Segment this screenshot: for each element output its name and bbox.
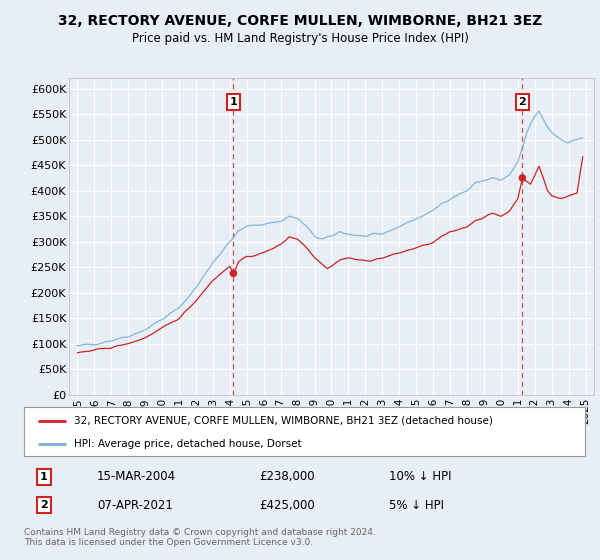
Point	[518, 174, 527, 183]
Text: Contains HM Land Registry data © Crown copyright and database right 2024.
This d: Contains HM Land Registry data © Crown c…	[24, 528, 376, 548]
Text: 32, RECTORY AVENUE, CORFE MULLEN, WIMBORNE, BH21 3EZ (detached house): 32, RECTORY AVENUE, CORFE MULLEN, WIMBOR…	[74, 416, 493, 426]
Text: 2: 2	[40, 500, 47, 510]
Text: 32, RECTORY AVENUE, CORFE MULLEN, WIMBORNE, BH21 3EZ: 32, RECTORY AVENUE, CORFE MULLEN, WIMBOR…	[58, 14, 542, 28]
Text: HPI: Average price, detached house, Dorset: HPI: Average price, detached house, Dors…	[74, 439, 302, 449]
Text: 10% ↓ HPI: 10% ↓ HPI	[389, 470, 451, 483]
Text: 5% ↓ HPI: 5% ↓ HPI	[389, 499, 443, 512]
Text: 15-MAR-2004: 15-MAR-2004	[97, 470, 176, 483]
Text: 2: 2	[518, 97, 526, 107]
Text: 1: 1	[40, 472, 47, 482]
Text: £238,000: £238,000	[260, 470, 315, 483]
Point	[229, 269, 238, 278]
Text: Price paid vs. HM Land Registry's House Price Index (HPI): Price paid vs. HM Land Registry's House …	[131, 32, 469, 45]
Text: £425,000: £425,000	[260, 499, 316, 512]
Text: 1: 1	[230, 97, 238, 107]
Text: 07-APR-2021: 07-APR-2021	[97, 499, 173, 512]
